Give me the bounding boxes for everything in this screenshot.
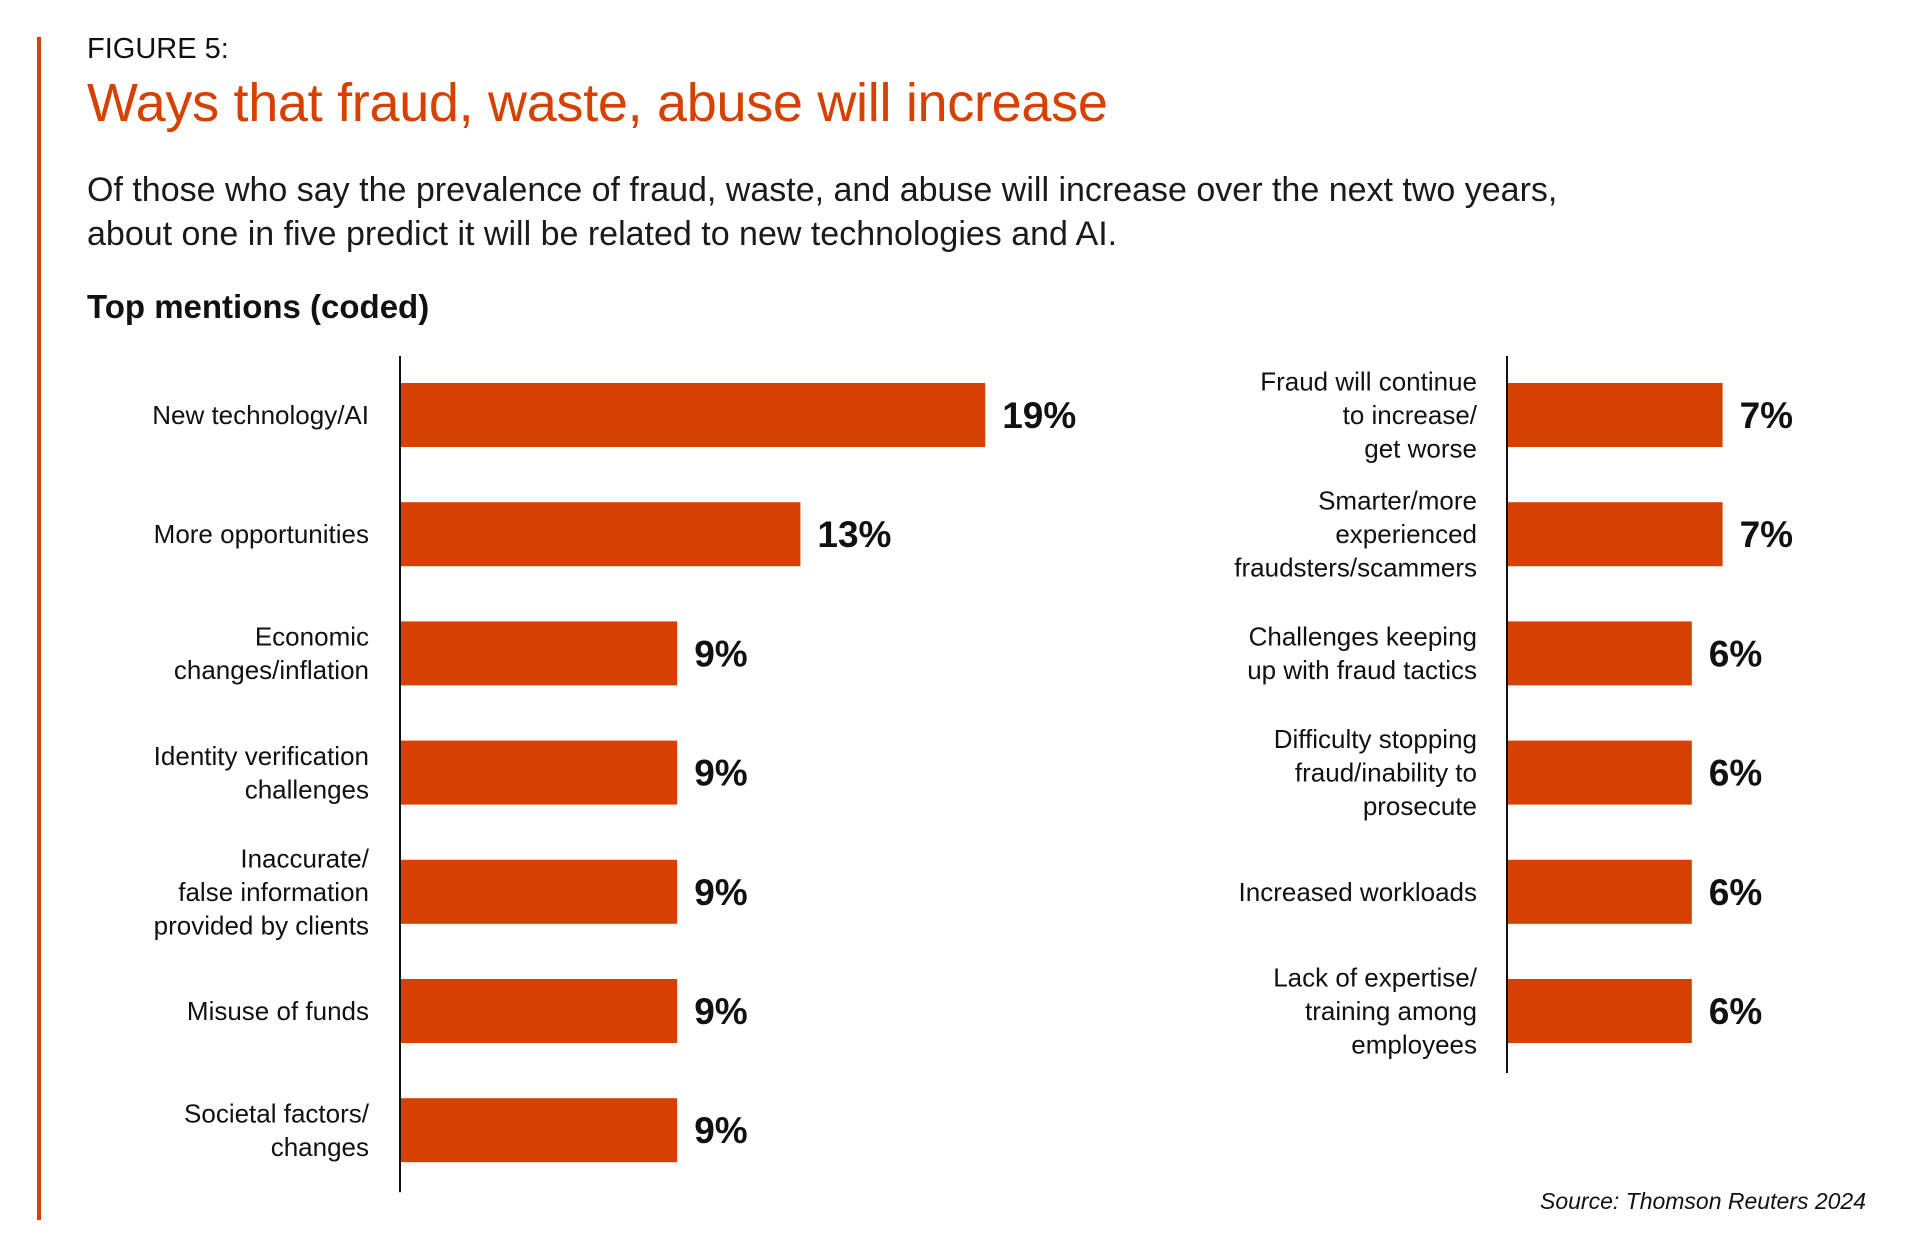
category-label-line: Difficulty stopping [1274,724,1477,754]
category-label-right-2: Challenges keeping up with fraud tactics [1247,622,1477,686]
category-label-line: More opportunities [154,519,369,549]
bar-left-5 [400,979,678,1043]
value-label-right-3: 6% [1709,753,1762,794]
panel-left: 19% New technology/AI 13% More opportunitie… [152,356,1076,1193]
bar-left-4 [400,859,678,924]
bar-left-1 [400,502,801,567]
category-label-line: up with fraud tactics [1247,655,1477,685]
category-label-line: changes [271,1132,369,1162]
category-label-line: challenges [245,774,369,804]
category-label-line: Identity verification [154,741,369,771]
category-label-line: prosecute [1363,791,1477,821]
category-label-line: employees [1351,1030,1477,1060]
value-label-right-2: 6% [1709,633,1762,674]
category-label-right-4: Increased workloads [1239,877,1477,907]
category-label-left-5: Misuse of funds [187,996,369,1026]
category-label-line: New technology/AI [152,400,369,430]
category-label-line: fraudsters/scammers [1234,553,1477,583]
source-note: Source: Thomson Reuters 2024 [1539,1188,1866,1214]
category-label-left-3: Identity verification challenges [154,741,369,805]
category-label-line: Smarter/more [1318,486,1477,516]
value-label-left-4: 9% [694,872,747,913]
category-label-left-0: New technology/AI [152,400,369,430]
category-label-line: Fraud will continue [1260,367,1477,397]
category-label-line: fraud/inability to [1295,758,1477,788]
value-label-right-1: 7% [1740,514,1793,555]
bar-left-3 [400,740,678,805]
value-label-left-2: 9% [694,633,747,674]
accent-line [37,37,41,1220]
category-label-line: experienced [1335,519,1477,549]
value-label-left-3: 9% [694,753,747,794]
subtitle-line-2: about one in five predict it will be rel… [87,215,1118,253]
category-label-line: provided by clients [154,910,369,940]
bar-right-1 [1507,502,1723,567]
bar-right-5 [1507,979,1692,1043]
category-label-left-2: Economic changes/inflation [174,622,369,686]
category-label-line: Lack of expertise/ [1273,963,1478,993]
panel-right: 7% Fraud will continue to increase/get wor… [1234,356,1793,1073]
category-label-line: Increased workloads [1239,877,1477,907]
bar-right-0 [1507,383,1723,447]
category-label-line: get worse [1364,434,1477,464]
value-label-left-6: 9% [694,1110,747,1151]
category-label-right-3: Difficulty stopping fraud/inability to pro… [1274,724,1477,821]
category-label-line: Economic [255,622,369,652]
value-label-right-0: 7% [1740,395,1793,436]
bar-left-0 [400,383,986,447]
bar-right-4 [1507,859,1692,924]
bar-left-6 [400,1098,678,1163]
category-label-line: Inaccurate/ [240,843,369,873]
category-label-left-1: More opportunities [154,519,369,549]
chart-subtitle: Of those who say the prevalence of fraud… [87,168,1847,256]
bar-right-2 [1507,621,1692,686]
category-label-left-4: Inaccurate/false information provided by … [154,843,370,940]
category-label-line: Challenges keeping [1249,622,1477,652]
category-label-line: false information [178,877,369,907]
category-label-line: changes/inflation [174,655,369,685]
value-label-left-0: 19% [1002,395,1076,436]
section-heading: Top mentions (coded) [87,288,430,325]
category-label-line: to increase/ [1343,400,1478,430]
bar-right-3 [1507,740,1692,805]
value-label-left-5: 9% [694,991,747,1032]
category-label-line: Misuse of funds [187,996,369,1026]
chart-title: Ways that fraud, waste, abuse will incre… [87,73,1108,133]
value-label-left-1: 13% [817,514,891,555]
value-label-right-4: 6% [1709,872,1762,913]
category-label-right-5: Lack of expertise/training among employee… [1273,963,1478,1060]
category-label-line: Societal factors/ [184,1098,370,1128]
category-label-right-1: Smarter/more experienced fraudsters/scamme… [1234,486,1477,583]
category-label-line: training among [1305,996,1477,1026]
value-label-right-5: 6% [1709,991,1762,1032]
category-label-left-6: Societal factors/changes [184,1098,370,1162]
subtitle-line-1: Of those who say the prevalence of fraud… [87,171,1558,209]
bar-left-2 [400,621,678,686]
figure-label: FIGURE 5: [87,33,229,65]
category-label-right-0: Fraud will continue to increase/get worse [1260,367,1478,464]
